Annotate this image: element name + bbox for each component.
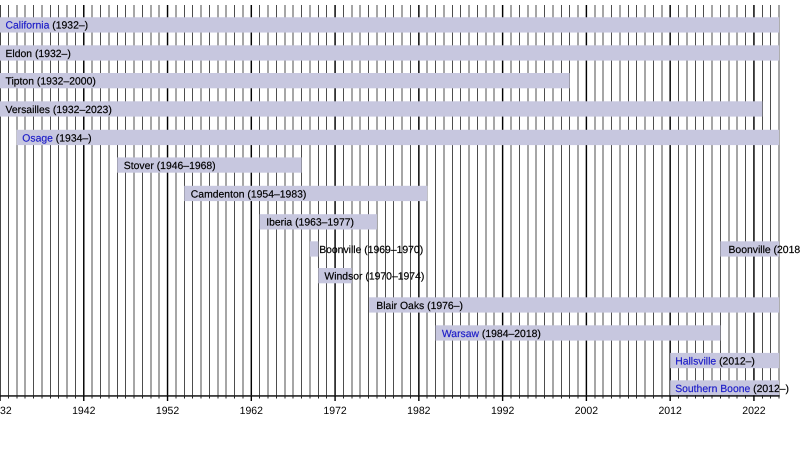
svg-text:Stover (1946–1968): Stover (1946–1968) [124,161,216,172]
svg-text:1992: 1992 [491,405,515,417]
svg-text:1942: 1942 [72,405,96,417]
svg-text:1982: 1982 [407,405,431,417]
svg-text:2022: 2022 [742,405,766,417]
svg-text:Tipton (1932–2000): Tipton (1932–2000) [6,76,96,87]
svg-text:1962: 1962 [240,405,264,417]
svg-text:Camdenton (1954–1983): Camdenton (1954–1983) [191,189,307,200]
svg-text:Iberia (1963–1977): Iberia (1963–1977) [266,218,354,229]
svg-text:Hallsville (2012–): Hallsville (2012–) [675,356,755,367]
svg-text:1932: 1932 [0,405,12,417]
svg-text:Versailles (1932–2023): Versailles (1932–2023) [6,105,112,116]
svg-text:2012: 2012 [658,405,682,417]
svg-text:1952: 1952 [156,405,180,417]
svg-text:Eldon (1932–): Eldon (1932–) [6,49,71,60]
svg-text:Warsaw (1984–2018): Warsaw (1984–2018) [442,329,541,340]
svg-text:Boonville (1969–1970): Boonville (1969–1970) [319,245,423,256]
svg-text:Osage (1934–): Osage (1934–) [22,133,91,144]
svg-text:2002: 2002 [575,405,599,417]
svg-text:Blair Oaks (1976–): Blair Oaks (1976–) [376,301,463,312]
svg-text:Windsor (1970–1974): Windsor (1970–1974) [324,271,424,282]
svg-text:Boonville (2018–): Boonville (2018–) [729,245,800,256]
svg-text:1972: 1972 [323,405,347,417]
svg-text:Southern Boone (2012–): Southern Boone (2012–) [675,384,789,395]
svg-text:California (1932–): California (1932–) [6,21,89,32]
